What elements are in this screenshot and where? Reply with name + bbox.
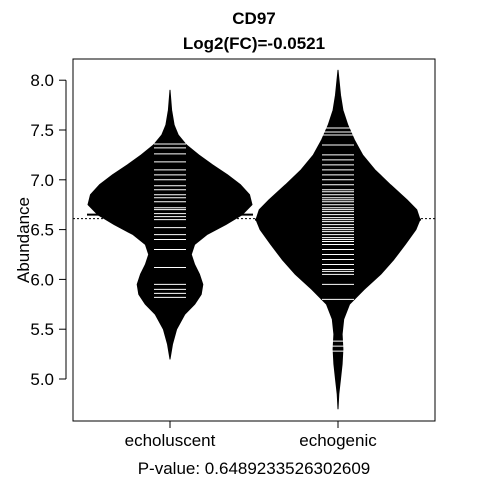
bean-echoluscent bbox=[87, 89, 253, 360]
plot-area bbox=[73, 69, 435, 410]
y-axis-label: Abundance bbox=[14, 197, 33, 283]
plot-frame bbox=[72, 58, 436, 422]
density-shape bbox=[87, 89, 253, 360]
y-tick-label: 6.5 bbox=[30, 221, 54, 240]
y-tick-label: 5.5 bbox=[30, 320, 54, 339]
y-axis: 5.0 5.5 6.0 6.5 7.0 7.5 8.0 bbox=[30, 71, 67, 389]
y-tick-label: 7.0 bbox=[30, 171, 54, 190]
y-tick-label: 7.5 bbox=[30, 121, 54, 140]
chart-title: CD97 bbox=[232, 9, 275, 28]
y-tick-label: 5.0 bbox=[30, 370, 54, 389]
y-tick-label: 6.0 bbox=[30, 270, 54, 289]
x-axis: echoluscent echogenic bbox=[125, 421, 377, 450]
y-tick-label: 8.0 bbox=[30, 71, 54, 90]
x-tick-label-echoluscent: echoluscent bbox=[125, 431, 216, 450]
bean-echogenic bbox=[255, 69, 421, 410]
p-value-label: P-value: 0.6489233526302609 bbox=[138, 459, 371, 478]
x-tick-label-echogenic: echogenic bbox=[299, 431, 377, 450]
chart-subtitle: Log2(FC)=-0.0521 bbox=[183, 34, 325, 53]
